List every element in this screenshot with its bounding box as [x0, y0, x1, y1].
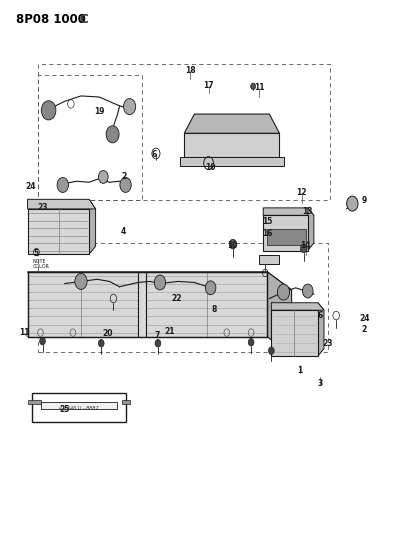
- Polygon shape: [271, 303, 324, 310]
- Text: 18: 18: [185, 66, 196, 75]
- Polygon shape: [318, 303, 324, 356]
- Text: 23: 23: [37, 204, 48, 212]
- Polygon shape: [28, 272, 292, 290]
- Circle shape: [106, 126, 119, 143]
- Circle shape: [248, 338, 254, 346]
- Circle shape: [98, 171, 108, 183]
- Circle shape: [57, 177, 68, 192]
- Circle shape: [41, 101, 56, 120]
- Polygon shape: [184, 114, 279, 133]
- Text: 6: 6: [151, 150, 156, 159]
- Circle shape: [269, 347, 274, 354]
- Polygon shape: [180, 157, 284, 166]
- Text: 12: 12: [296, 189, 307, 197]
- Text: 9: 9: [362, 196, 367, 205]
- Circle shape: [229, 239, 237, 249]
- Text: 4: 4: [121, 228, 126, 236]
- Text: C: C: [79, 13, 88, 26]
- Polygon shape: [89, 199, 96, 254]
- Bar: [32, 393, 126, 422]
- Text: 19: 19: [94, 108, 104, 116]
- Circle shape: [303, 284, 313, 298]
- Text: 8P08 1000: 8P08 1000: [16, 13, 86, 26]
- Circle shape: [347, 196, 358, 211]
- Circle shape: [40, 337, 45, 345]
- Circle shape: [120, 177, 131, 192]
- Polygon shape: [259, 255, 279, 264]
- Polygon shape: [184, 133, 279, 157]
- Text: 4 - 346 U - 8882: 4 - 346 U - 8882: [59, 406, 99, 411]
- Circle shape: [124, 99, 136, 115]
- Text: 10: 10: [228, 241, 238, 249]
- Circle shape: [277, 284, 290, 300]
- Polygon shape: [28, 400, 40, 404]
- Text: 25: 25: [60, 405, 70, 414]
- Text: 22: 22: [171, 294, 181, 303]
- Text: 14: 14: [301, 241, 311, 249]
- Text: 23: 23: [323, 339, 333, 348]
- Polygon shape: [267, 272, 292, 355]
- Text: 16: 16: [262, 229, 273, 238]
- Text: 21: 21: [165, 327, 175, 336]
- Text: 2: 2: [362, 326, 367, 334]
- Polygon shape: [267, 229, 306, 245]
- Text: 20: 20: [102, 329, 113, 338]
- Polygon shape: [308, 208, 314, 251]
- Text: 1: 1: [297, 367, 302, 375]
- Circle shape: [154, 275, 166, 290]
- Text: 15: 15: [262, 217, 273, 226]
- Polygon shape: [28, 272, 267, 337]
- Text: 10: 10: [205, 163, 216, 172]
- Circle shape: [98, 340, 104, 347]
- Text: 13: 13: [303, 207, 313, 215]
- Circle shape: [301, 244, 307, 253]
- Polygon shape: [263, 208, 314, 215]
- Text: 5: 5: [34, 249, 39, 258]
- Circle shape: [205, 281, 216, 295]
- Text: 3: 3: [318, 379, 322, 388]
- Text: NOTE
COLOR: NOTE COLOR: [32, 259, 49, 269]
- Polygon shape: [122, 400, 130, 404]
- Bar: [40, 402, 117, 409]
- Circle shape: [155, 340, 161, 347]
- Circle shape: [251, 83, 256, 90]
- Text: 11: 11: [19, 328, 30, 337]
- Polygon shape: [263, 215, 308, 251]
- Text: 24: 24: [359, 314, 370, 323]
- Text: 8: 8: [212, 305, 217, 313]
- Circle shape: [75, 273, 87, 289]
- Text: 2: 2: [121, 173, 126, 181]
- Text: 11: 11: [254, 83, 264, 92]
- Polygon shape: [28, 199, 96, 209]
- Text: 17: 17: [203, 81, 214, 90]
- Polygon shape: [28, 209, 89, 254]
- Polygon shape: [271, 310, 318, 356]
- Text: 6: 6: [318, 311, 322, 320]
- Text: 7: 7: [154, 332, 160, 340]
- Text: 24: 24: [25, 182, 36, 191]
